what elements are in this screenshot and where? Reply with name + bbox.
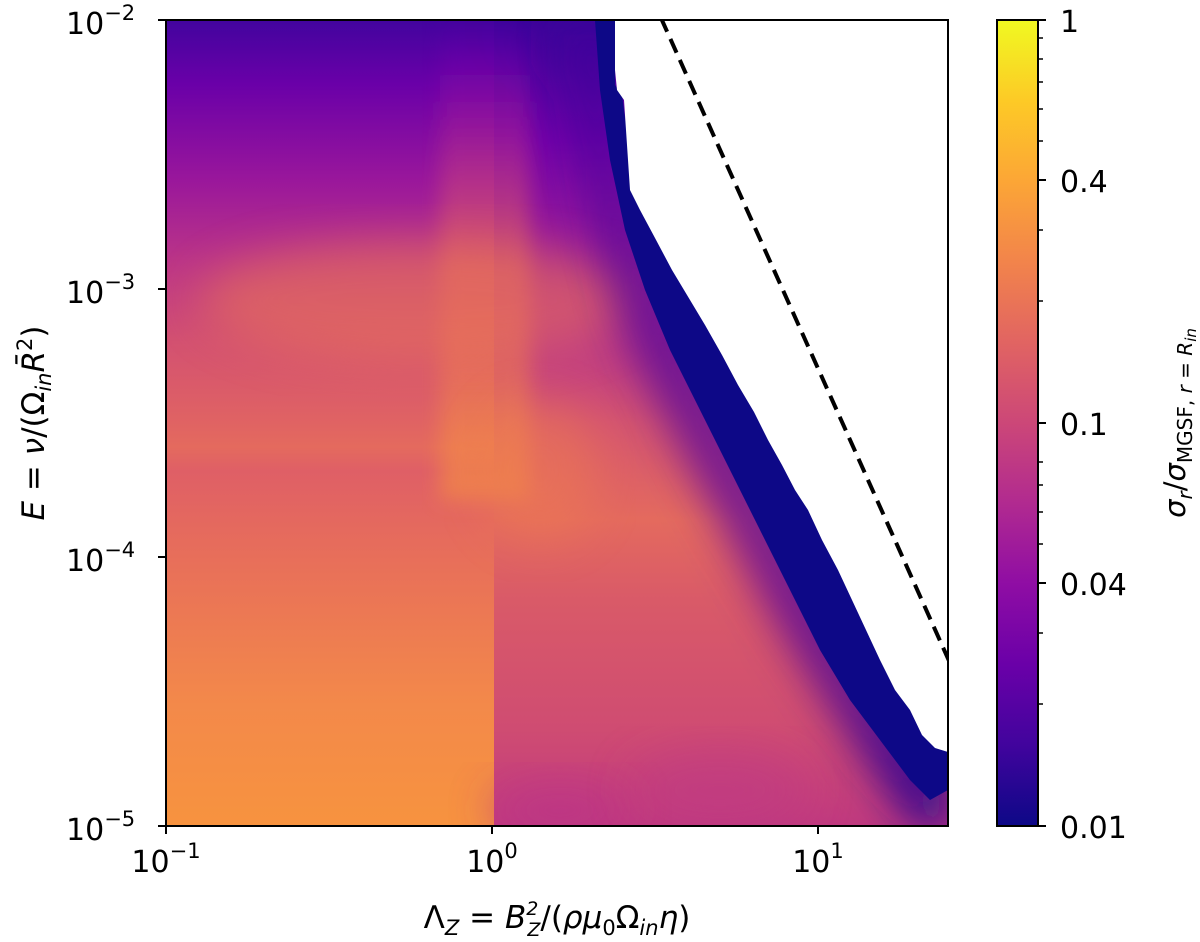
colorbar-tick-1: 1 [1060, 5, 1079, 40]
x-axis-label: ΛZ = B2 Z/(ρμ0Ωinη) [424, 898, 691, 941]
y-tick-1e-5: 10−5 [66, 807, 135, 848]
no-data-region [615, 20, 948, 752]
colorbar-tick-0.1: 0.1 [1060, 408, 1108, 443]
colorbar-tick-0.4: 0.4 [1060, 165, 1108, 200]
plot-frame [165, 19, 949, 827]
dashed-line [659, 20, 948, 664]
x-tick-1e0: 100 [466, 839, 518, 880]
x-axis: 10−1 100 101 ΛZ = B2 Z/(ρμ0Ωinη) [131, 826, 844, 941]
y-axis-label: E = ν/(ΩinR̄2) [13, 325, 56, 520]
heatmap-area [166, 20, 948, 826]
colorbar: 1 0.4 0.1 0.04 0.01 σr/σMGSF, r = Rin [996, 5, 1200, 846]
x-tick-1e1: 101 [792, 839, 844, 880]
colorbar-label: σr/σMGSF, r = Rin [1158, 328, 1200, 518]
y-tick-1e-2: 10−2 [66, 1, 135, 42]
y-axis: 10−2 10−3 10−4 10−5 E = ν/(ΩinR̄2) [13, 1, 166, 848]
x-tick-1e-1: 10−1 [131, 839, 200, 880]
y-tick-1e-3: 10−3 [66, 270, 135, 311]
colorbar-tick-0.04: 0.04 [1060, 568, 1127, 603]
y-tick-1e-4: 10−4 [66, 538, 135, 579]
colorbar-tick-0.01: 0.01 [1060, 811, 1127, 846]
